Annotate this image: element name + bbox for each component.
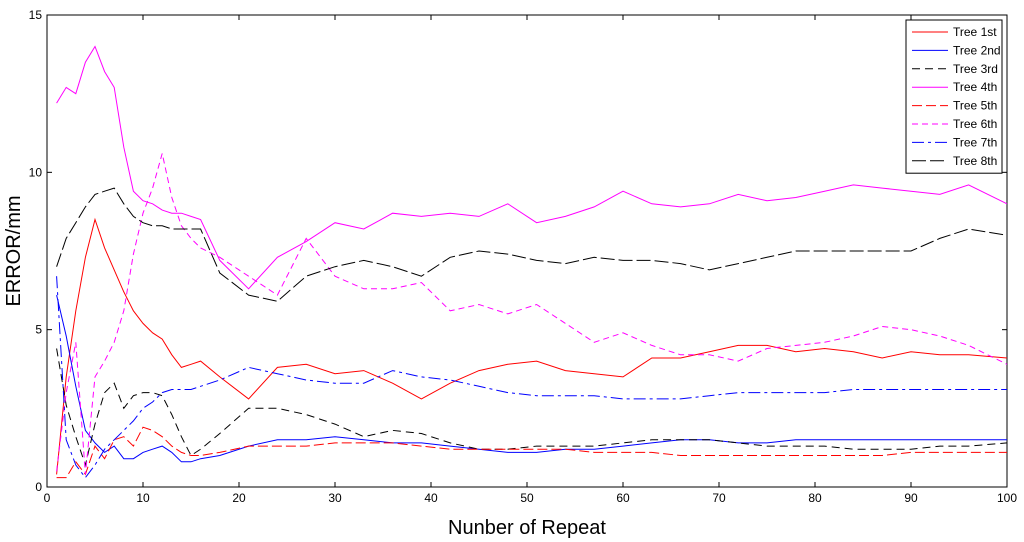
- legend-label-7: Tree 7th: [953, 135, 997, 149]
- legend-label-2: Tree 2nd: [953, 43, 1001, 57]
- series-line-6: [56, 153, 1008, 475]
- x-tick-label: 10: [136, 491, 150, 505]
- x-tick-label: 90: [904, 491, 918, 505]
- y-tick-label: 10: [29, 165, 43, 179]
- legend-label-5: Tree 5th: [953, 99, 997, 113]
- series-line-8: [56, 187, 1008, 302]
- x-axis-label: Nunber of Repeat: [448, 517, 606, 539]
- series-line-5: [56, 426, 1007, 479]
- x-tick-label: 100: [997, 491, 1017, 505]
- series-line-2: [56, 294, 1007, 463]
- series-line-3: [56, 348, 1008, 467]
- legend-label-4: Tree 4th: [953, 80, 997, 94]
- plot-area: [46, 14, 1008, 488]
- x-tick-label: 50: [520, 491, 534, 505]
- legend-label-1: Tree 1st: [953, 25, 997, 39]
- y-tick-label: 0: [35, 480, 42, 494]
- x-tick-label: 20: [232, 491, 246, 505]
- legend-label-6: Tree 6th: [953, 117, 997, 131]
- x-tick-label: 60: [616, 491, 630, 505]
- y-tick-label: 15: [29, 8, 43, 22]
- x-tick-label: 0: [44, 491, 51, 505]
- y-tick-label: 5: [35, 323, 42, 337]
- x-tick-label: 70: [712, 491, 726, 505]
- legend: Tree 1st Tree 2nd Tree 3rd Tree 4th Tree 5th…: [905, 19, 1003, 174]
- y-axis-label: ERROR/mm: [3, 195, 25, 306]
- legend-box: [905, 19, 1003, 174]
- x-tick-label: 30: [328, 491, 342, 505]
- x-tick-label: 80: [808, 491, 822, 505]
- legend-label-8: Tree 8th: [953, 154, 997, 168]
- x-tick-label: 40: [424, 491, 438, 505]
- legend-label-3: Tree 3rd: [953, 62, 998, 76]
- series-line-7: [56, 276, 1007, 479]
- series-line-4: [56, 45, 1008, 290]
